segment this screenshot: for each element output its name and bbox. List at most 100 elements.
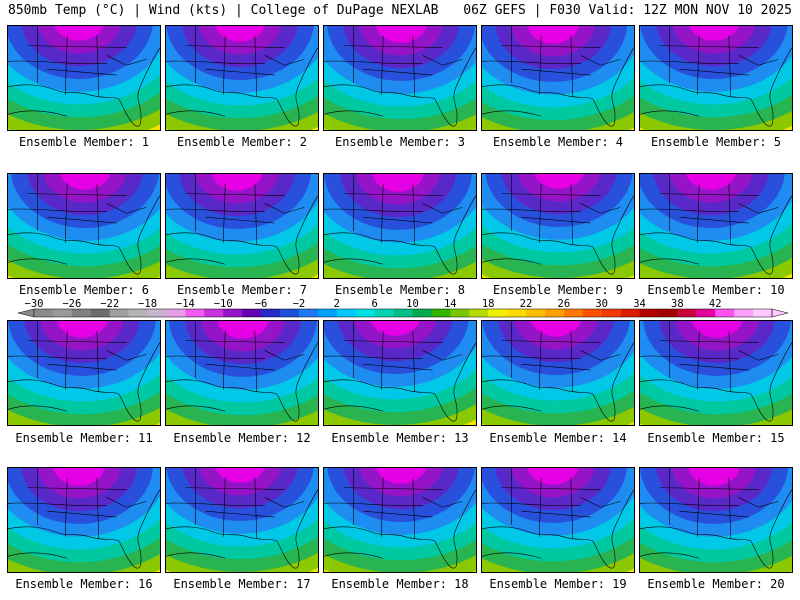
map-outline: [434, 342, 476, 422]
colorbar-tick-label: 10: [406, 298, 419, 310]
map-outline: [324, 487, 443, 518]
colorbar-swatch: [52, 309, 73, 317]
temperature-map: [324, 321, 476, 425]
map-outline: [482, 379, 593, 394]
map-outline: [434, 47, 476, 127]
colorbar-tick-label: 26: [558, 298, 571, 310]
ensemble-member-label: Ensemble Member: 19: [489, 577, 627, 591]
temperature-band: [527, 468, 579, 485]
map-outline: [166, 84, 277, 99]
colorbar-swatch: [71, 309, 92, 317]
map-outline: [166, 405, 226, 412]
temperature-map: [8, 174, 160, 278]
ensemble-member-label: Ensemble Member: 9: [492, 283, 624, 297]
map-outline: [640, 258, 700, 265]
colorbar-tick-label: −26: [62, 298, 81, 310]
colorbar-swatch: [204, 309, 224, 317]
ensemble-member-label: Ensemble Member: 15: [647, 431, 785, 445]
colorbar-swatch: [620, 309, 640, 317]
colorbar-swatch: [374, 309, 394, 317]
map-outline: [640, 340, 759, 371]
map-outline: [276, 342, 318, 422]
colorbar-left-arrow: [17, 308, 35, 318]
map-outline: [166, 526, 277, 541]
map-outline: [8, 45, 127, 76]
ensemble-member-panel: [323, 25, 477, 131]
colorbar-swatch: [166, 309, 186, 317]
temperature-band: [372, 174, 424, 192]
temperature-map: [8, 468, 160, 572]
ensemble-member-panel: [323, 320, 477, 426]
map-outline: [434, 195, 476, 275]
map-outline: [640, 379, 751, 394]
temperature-band: [688, 468, 740, 486]
colorbar-swatch: [488, 309, 508, 317]
map-outline: [324, 526, 435, 541]
map-outline: [324, 258, 384, 265]
colorbar-tick-label: 30: [595, 298, 608, 310]
map-outline: [511, 468, 621, 539]
ensemble-member-panel: [165, 173, 319, 279]
map-outline: [324, 552, 384, 559]
temperature-band: [56, 321, 108, 338]
ensemble-member-panel: [165, 25, 319, 131]
colorbar-swatch: [696, 309, 716, 317]
colorbar-swatch: [658, 309, 678, 317]
colorbar-swatch: [544, 309, 565, 317]
temperature-band: [211, 174, 263, 191]
temperature-map: [640, 468, 792, 572]
ensemble-member-label: Ensemble Member: 12: [173, 431, 311, 445]
temperature-map: [8, 321, 160, 425]
colorbar-swatch: [261, 309, 281, 317]
map-outline: [640, 526, 751, 541]
map-outline: [118, 47, 160, 127]
ensemble-member-panel: [323, 173, 477, 279]
colorbar-swatch: [469, 309, 489, 317]
map-outline: [592, 195, 634, 275]
map-outline: [195, 468, 305, 539]
colorbar-swatch: [677, 309, 697, 317]
map-outline: [8, 258, 68, 265]
map-outline: [324, 232, 435, 247]
map-outline: [640, 110, 700, 117]
map-outline: [195, 174, 305, 245]
map-outline: [482, 258, 542, 265]
temperature-band: [534, 174, 584, 189]
map-outline: [482, 487, 601, 518]
map-outline: [324, 84, 435, 99]
ensemble-member-label: Ensemble Member: 16: [15, 577, 153, 591]
run-valid-time: 06Z GEFS | F030 Valid: 12Z MON NOV 10 20…: [463, 3, 792, 18]
colorbar-tick-label: 6: [371, 298, 377, 310]
map-outline: [482, 552, 542, 559]
ensemble-member-label: Ensemble Member: 5: [650, 135, 782, 149]
ensemble-member-panel: [481, 320, 635, 426]
ensemble-member-panel: [165, 467, 319, 573]
colorbar-swatch: [109, 309, 129, 317]
temperature-band: [217, 321, 269, 339]
map-outline: [8, 405, 68, 412]
colorbar-swatch: [317, 309, 338, 317]
temperature-band: [685, 174, 737, 190]
map-outline: [592, 47, 634, 127]
map-outline: [8, 232, 119, 247]
ensemble-member-label: Ensemble Member: 6: [18, 283, 150, 297]
temperature-map: [482, 468, 634, 572]
ensemble-member-panel: [639, 467, 793, 573]
temperature-map: [482, 321, 634, 425]
map-outline: [640, 552, 700, 559]
map-outline: [750, 342, 792, 422]
map-outline: [640, 232, 751, 247]
map-outline: [482, 110, 542, 117]
map-outline: [276, 195, 318, 275]
ensemble-member-panel: [639, 320, 793, 426]
temperature-map: [640, 26, 792, 130]
temperature-band: [215, 468, 265, 483]
temperature-map: [166, 321, 318, 425]
map-outline: [195, 321, 305, 392]
temperature-band: [689, 26, 739, 41]
map-outline: [324, 379, 435, 394]
map-outline: [8, 340, 127, 371]
colorbar-swatch: [280, 309, 300, 317]
temperature-map: [166, 26, 318, 130]
temperature-band: [214, 26, 266, 42]
